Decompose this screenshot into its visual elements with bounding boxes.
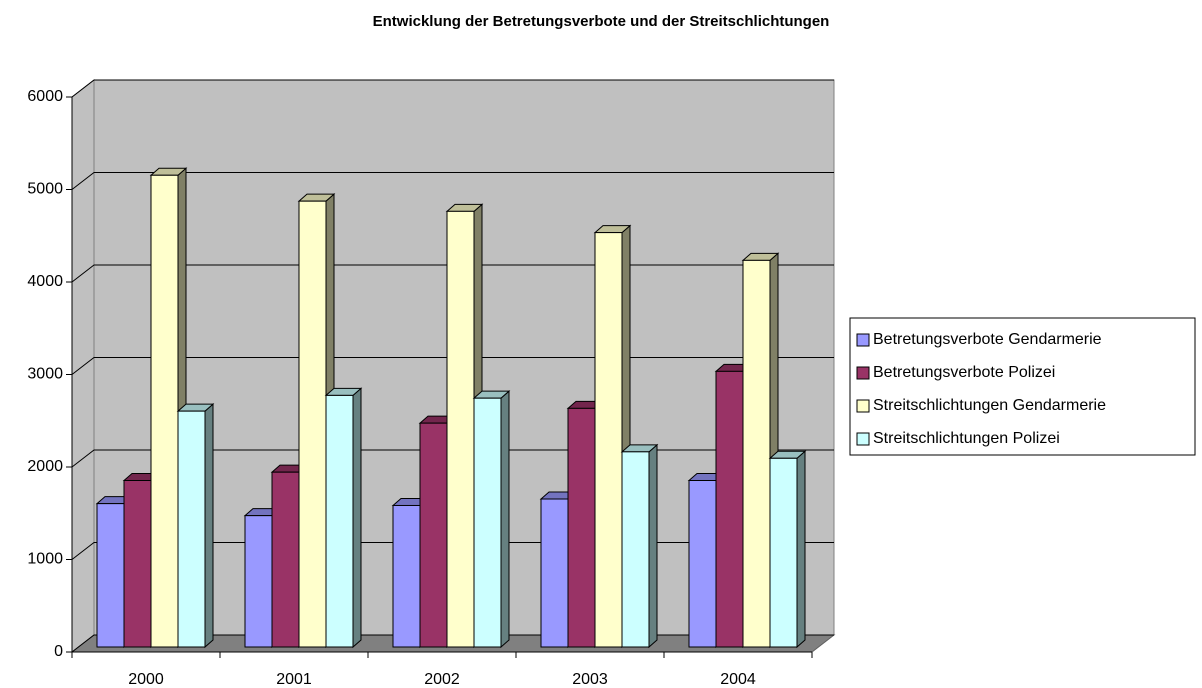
grid-line	[71, 357, 834, 375]
bar	[446, 210, 475, 648]
bar	[271, 471, 300, 648]
bar-side	[204, 403, 214, 649]
chart-title: Entwicklung der Betretungsverbote und de…	[373, 13, 830, 30]
bar	[769, 457, 798, 648]
x-tick-label: 2003	[572, 671, 608, 688]
bar-side	[648, 443, 658, 649]
y-tick-label: 2000	[27, 458, 63, 475]
legend-box	[849, 317, 1196, 456]
bar	[594, 232, 623, 648]
legend-swatch	[856, 366, 870, 380]
legend-swatch	[856, 333, 870, 347]
bar	[715, 370, 744, 648]
grid-line	[71, 264, 834, 283]
bar	[688, 480, 717, 648]
x-tick-label: 2004	[720, 671, 756, 688]
bar	[540, 498, 569, 648]
bar	[325, 394, 354, 648]
x-tick-label: 2000	[128, 671, 164, 688]
bar	[419, 422, 448, 648]
bar	[123, 480, 152, 648]
grid-line	[71, 79, 834, 98]
bar-side	[352, 387, 362, 649]
x-tick-label: 2002	[424, 671, 460, 688]
legend-label: Betretungsverbote Gendarmerie	[873, 331, 1102, 348]
bar	[742, 259, 771, 648]
bar	[244, 515, 273, 648]
legend-label: Streitschlichtungen Gendarmerie	[873, 397, 1106, 414]
y-tick-label: 5000	[27, 181, 63, 198]
bar	[473, 397, 502, 648]
bar	[392, 504, 421, 648]
bar	[567, 407, 596, 648]
legend-label: Streitschlichtungen Polizei	[873, 430, 1060, 447]
x-tick-label: 2001	[276, 671, 312, 688]
legend-swatch	[856, 432, 870, 446]
bar-side	[500, 390, 510, 649]
bar	[177, 410, 206, 648]
y-tick-label: 6000	[27, 88, 63, 105]
legend-label: Betretungsverbote Polizei	[873, 364, 1055, 381]
y-tick-label: 1000	[27, 551, 63, 568]
y-tick-label: 3000	[27, 366, 63, 383]
bar	[96, 503, 125, 648]
grid-line	[71, 172, 834, 190]
y-tick-label: 0	[54, 643, 63, 660]
bar	[621, 451, 650, 648]
y-tick-label: 4000	[27, 273, 63, 290]
bar-side	[796, 450, 806, 649]
bar	[298, 200, 327, 648]
legend-swatch	[856, 399, 870, 413]
bar	[150, 174, 179, 648]
